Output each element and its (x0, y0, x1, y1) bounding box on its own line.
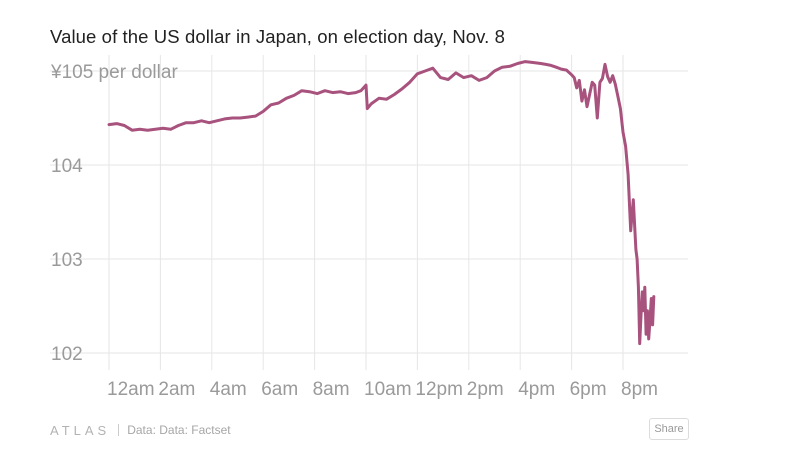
x-tick-label: 6am (261, 379, 298, 400)
y-axis-labels: ¥105 per dollar 104 103 102 (50, 62, 178, 365)
y-unit-label: per dollar (93, 62, 178, 83)
x-tick-label: 2pm (467, 379, 504, 400)
y-tick-label: 103 (51, 250, 83, 271)
series-line-usd-jpy (107, 60, 656, 346)
y-tick-label: 104 (51, 156, 83, 177)
y-tick-label: ¥105 per dollar (50, 62, 178, 83)
footer-divider (118, 424, 120, 436)
share-button[interactable]: Share (649, 418, 689, 440)
x-tick-label: 4am (210, 379, 247, 400)
x-axis-labels: 12am 2am 4am 6am 8am 10am 12pm 2pm 4pm 6pm 8pm (107, 379, 658, 400)
x-tick-label: 2am (158, 379, 195, 400)
data-source: Data: Data: Factset (127, 423, 231, 437)
x-tick-label: 8pm (621, 379, 658, 400)
x-tick-label: 10am (364, 379, 412, 400)
gridlines (50, 55, 688, 370)
x-tick-label: 12pm (415, 379, 463, 400)
chart-title: Value of the US dollar in Japan, on elec… (50, 26, 506, 47)
x-tick-label: 6pm (570, 379, 607, 400)
series-layer (107, 60, 656, 346)
y-tick-label: 102 (51, 344, 83, 365)
x-tick-label: 8am (313, 379, 350, 400)
atlas-logo: ATLAS (50, 422, 111, 438)
x-tick-label: 4pm (518, 379, 555, 400)
chart-footer: ATLAS Data: Data: Factset (50, 420, 231, 440)
x-tick-label: 12am (107, 379, 155, 400)
